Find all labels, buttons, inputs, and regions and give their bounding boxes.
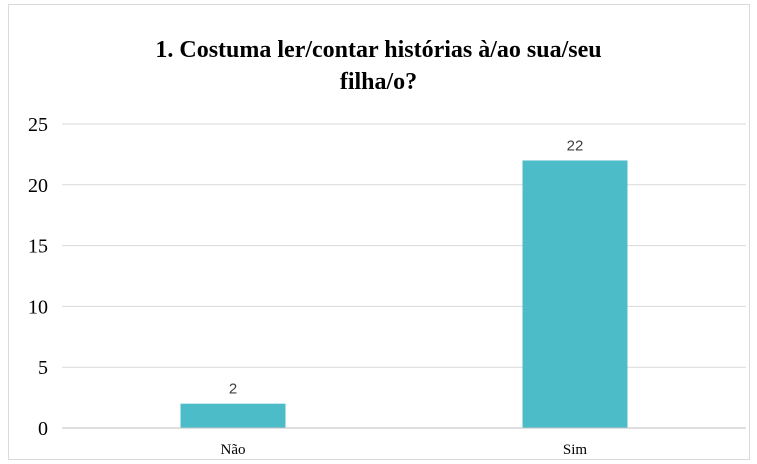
data-label-sim: 22 (567, 137, 584, 154)
y-tick-label-20: 20 (28, 175, 48, 197)
y-tick-label-15: 15 (28, 236, 48, 258)
chart-title-line-2: filha/o? (339, 69, 418, 95)
y-tick-label-5: 5 (38, 357, 48, 379)
y-tick-label-25: 25 (28, 114, 48, 136)
x-tick-label-nao: Não (221, 442, 246, 458)
chart-title-line-1: 1. Costuma ler/contar histórias à/ao sua… (155, 37, 602, 63)
x-tick-label-sim: Sim (563, 442, 588, 458)
y-tick-label-0: 0 (38, 418, 48, 440)
bar-sim (522, 160, 628, 429)
chart-title: 1. Costuma ler/contar histórias à/ao sua… (0, 34, 757, 98)
data-label-nao: 2 (229, 381, 237, 398)
bar-nao (180, 403, 286, 428)
y-tick-label-10: 10 (28, 296, 48, 318)
